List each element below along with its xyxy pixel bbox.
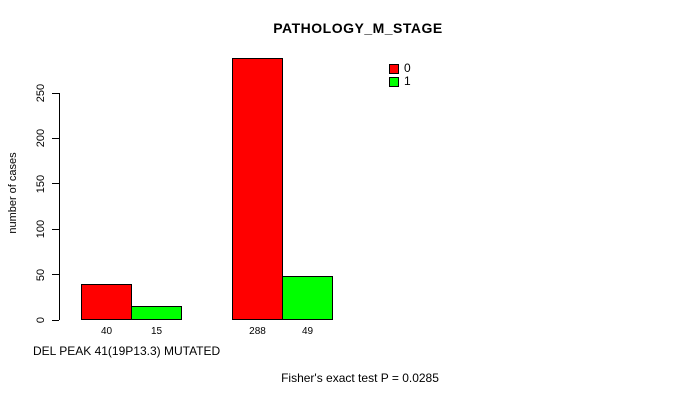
bar-series-0-group-0 [81, 284, 132, 320]
legend-label: 0 [404, 61, 411, 75]
y-tick-label: 50 [35, 268, 47, 281]
y-tick [52, 137, 59, 139]
bar-value-label: 49 [301, 326, 314, 337]
bar-value-label: 40 [100, 326, 113, 337]
y-tick [52, 228, 59, 230]
bar-series-1-group-0 [131, 306, 182, 320]
bar-value-label: 15 [150, 326, 163, 337]
y-axis-title: number of cases [7, 152, 19, 234]
legend-row: 0 [389, 62, 411, 75]
fisher-test-annotation: Fisher's exact test P = 0.0285 [281, 371, 439, 385]
y-tick [52, 92, 59, 94]
legend-label: 1 [404, 74, 411, 88]
chart-title: PATHOLOGY_M_STAGE [273, 20, 443, 36]
y-axis-line [59, 93, 60, 320]
legend-swatch-icon [389, 76, 399, 87]
bar-series-1-group-1 [282, 276, 333, 320]
y-tick [52, 183, 59, 185]
x-axis-title: DEL PEAK 41(19P13.3) MUTATED [33, 344, 221, 358]
legend-row: 1 [389, 75, 411, 88]
y-tick-label: 250 [35, 83, 47, 103]
bar-value-label: 288 [249, 326, 266, 337]
y-tick-label: 0 [35, 316, 47, 324]
y-tick-label: 150 [35, 174, 47, 193]
y-tick-label: 200 [35, 129, 47, 148]
y-tick [52, 274, 59, 276]
y-tick-label: 100 [35, 220, 47, 239]
y-tick [52, 319, 59, 321]
legend-swatch-icon [389, 63, 399, 74]
bar-series-0-group-1 [232, 58, 283, 320]
